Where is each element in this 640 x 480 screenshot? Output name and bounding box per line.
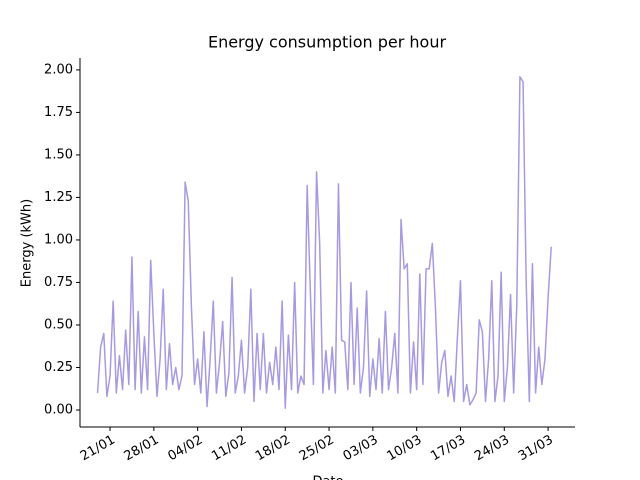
x-tick-label: 17/03 (428, 433, 468, 465)
y-tick-label: 1.00 (44, 232, 73, 247)
x-tick-label: 03/03 (341, 433, 381, 465)
x-tick-label: 24/03 (472, 433, 512, 465)
y-tick-label: 2.00 (44, 62, 73, 77)
y-tick-label: 1.75 (44, 105, 73, 120)
x-tick-label: 10/03 (384, 433, 424, 465)
x-tick-label: 31/03 (516, 433, 556, 465)
x-axis-label: Date (312, 475, 343, 480)
y-axis-label: Energy (kWh) (20, 199, 35, 287)
x-tick-label: 21/01 (78, 433, 118, 465)
y-tick-label: 0.25 (44, 360, 73, 375)
y-tick-label: 0.75 (44, 275, 73, 290)
y-tick-label: 1.50 (44, 147, 73, 162)
y-tick-label: 0.00 (44, 402, 73, 417)
x-tick-label: 04/02 (165, 433, 205, 465)
y-tick-label: 0.50 (44, 317, 73, 332)
x-tick-label: 28/01 (122, 433, 162, 465)
x-tick-label: 25/02 (297, 433, 337, 465)
chart-title: Energy consumption per hour (208, 33, 447, 52)
x-tick-label: 18/02 (253, 433, 293, 465)
x-tick-label: 11/02 (209, 433, 249, 465)
data-line (96, 75, 552, 410)
y-tick-label: 1.25 (44, 190, 73, 205)
